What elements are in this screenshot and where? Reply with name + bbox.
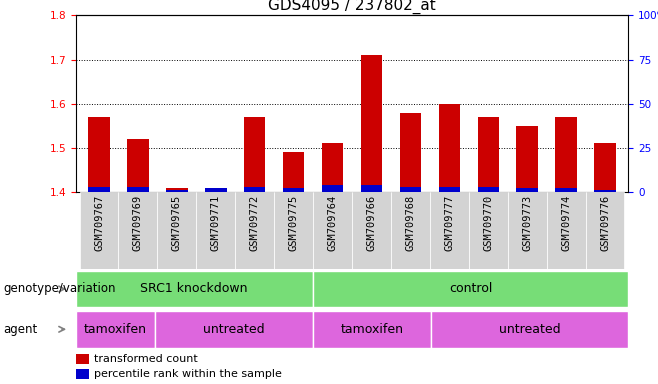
Bar [586, 192, 624, 269]
Bar [468, 192, 508, 269]
Text: control: control [449, 283, 492, 295]
Text: agent: agent [3, 323, 38, 336]
Bar [517, 189, 538, 192]
Bar [322, 185, 343, 192]
Bar [313, 311, 431, 348]
Bar [555, 117, 577, 192]
Bar [478, 117, 499, 192]
Bar [517, 126, 538, 192]
Bar [399, 187, 421, 192]
Bar [155, 311, 313, 348]
Bar [391, 192, 430, 269]
Text: GSM709767: GSM709767 [94, 194, 104, 250]
Text: GSM709773: GSM709773 [522, 194, 532, 250]
Text: tamoxifen: tamoxifen [340, 323, 403, 336]
Bar [76, 311, 155, 348]
Bar [76, 369, 89, 379]
Bar [594, 143, 616, 192]
Bar [439, 104, 460, 192]
Bar [118, 192, 157, 269]
Text: GSM709765: GSM709765 [172, 194, 182, 250]
Text: GSM709776: GSM709776 [600, 194, 610, 250]
Bar [205, 188, 226, 192]
Bar [283, 152, 305, 192]
Text: tamoxifen: tamoxifen [84, 323, 147, 336]
Bar [361, 55, 382, 192]
Text: GSM709764: GSM709764 [328, 194, 338, 250]
Bar [547, 192, 586, 269]
Text: untreated: untreated [499, 323, 561, 336]
Bar [478, 187, 499, 192]
Bar [196, 192, 236, 269]
Bar [313, 192, 352, 269]
Bar [166, 188, 188, 192]
Bar [88, 117, 110, 192]
Bar [430, 192, 468, 269]
Bar [322, 143, 343, 192]
Bar [352, 192, 391, 269]
Text: GSM709771: GSM709771 [211, 194, 221, 250]
Bar [76, 271, 313, 307]
Bar [274, 192, 313, 269]
Text: GSM709766: GSM709766 [367, 194, 376, 250]
Text: transformed count: transformed count [94, 354, 197, 364]
Title: GDS4095 / 237802_at: GDS4095 / 237802_at [268, 0, 436, 14]
Bar [205, 189, 226, 192]
Bar [127, 187, 149, 192]
Bar [555, 189, 577, 192]
Bar [80, 192, 118, 269]
Text: GSM709769: GSM709769 [133, 194, 143, 250]
Bar [399, 113, 421, 192]
Bar [88, 187, 110, 192]
Text: SRC1 knockdown: SRC1 knockdown [140, 283, 248, 295]
Text: percentile rank within the sample: percentile rank within the sample [94, 369, 282, 379]
Bar [508, 192, 547, 269]
Bar [594, 190, 616, 192]
Bar [431, 311, 628, 348]
Bar [313, 271, 628, 307]
Bar [244, 187, 265, 192]
Bar [361, 185, 382, 192]
Bar [166, 190, 188, 192]
Bar [157, 192, 196, 269]
Text: genotype/variation: genotype/variation [3, 283, 116, 295]
Text: GSM709774: GSM709774 [561, 194, 571, 250]
Bar [439, 187, 460, 192]
Bar [244, 117, 265, 192]
Text: GSM709768: GSM709768 [405, 194, 415, 250]
Bar [76, 354, 89, 364]
Bar [283, 189, 305, 192]
Text: untreated: untreated [203, 323, 265, 336]
Bar [236, 192, 274, 269]
Bar [127, 139, 149, 192]
Text: GSM709777: GSM709777 [444, 194, 454, 250]
Text: GSM709775: GSM709775 [289, 194, 299, 250]
Text: GSM709772: GSM709772 [250, 194, 260, 250]
Text: GSM709770: GSM709770 [483, 194, 494, 250]
